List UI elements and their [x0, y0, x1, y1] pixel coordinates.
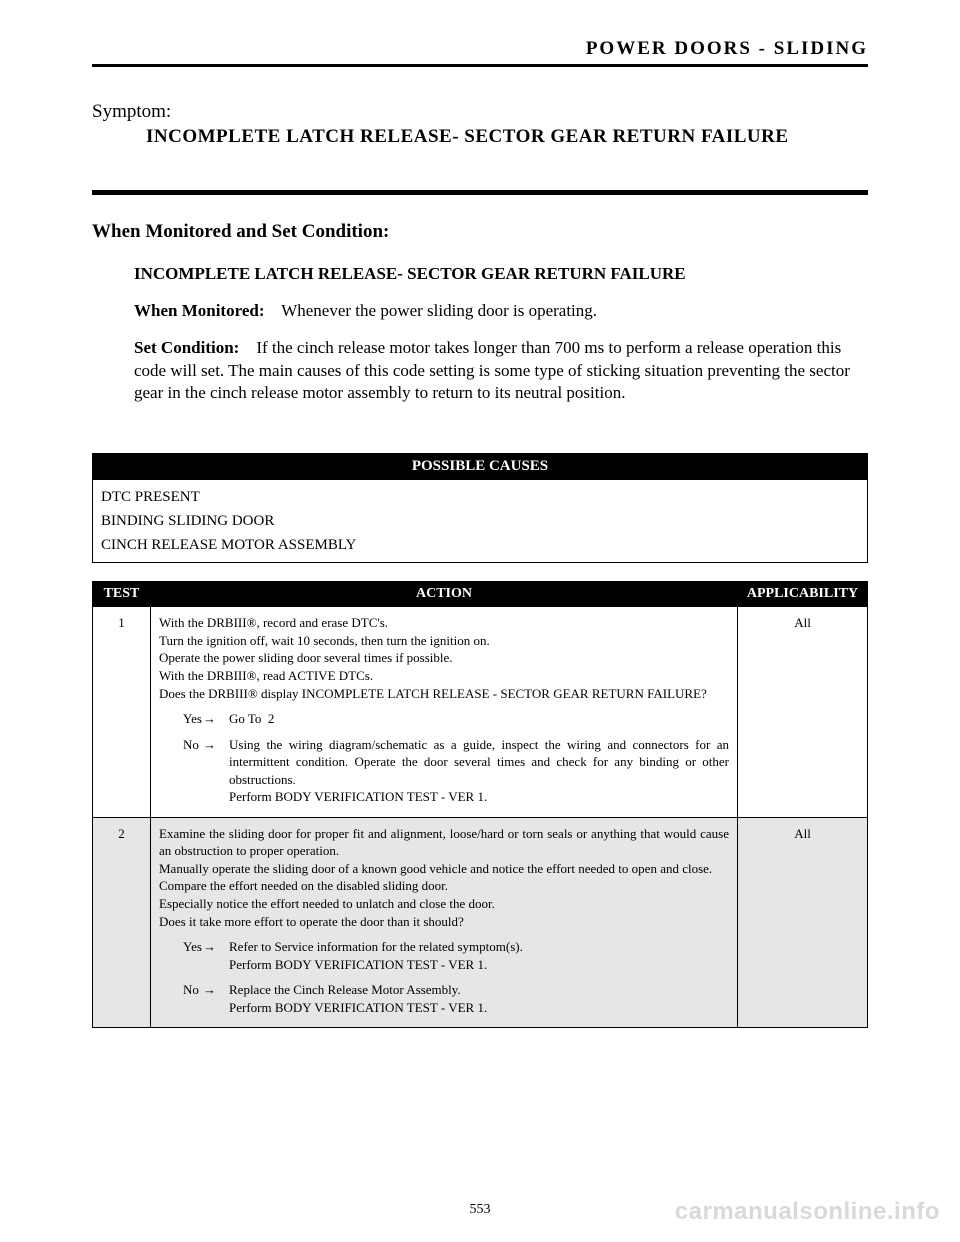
yes-text: Go To 2	[229, 710, 729, 728]
condition-subheading: INCOMPLETE LATCH RELEASE- SECTOR GEAR RE…	[134, 263, 868, 286]
divider-rule	[92, 190, 868, 195]
no-line: Perform BODY VERIFICATION TEST - VER 1.	[229, 1000, 487, 1015]
page: POWER DOORS - SLIDING Symptom: INCOMPLET…	[0, 0, 960, 1242]
symptom-label: Symptom:	[92, 101, 868, 123]
action-line: With the DRBIII®, record and erase DTC's…	[159, 614, 729, 632]
set-condition-label: Set Condition:	[134, 338, 239, 357]
yes-label: Yes	[159, 938, 203, 973]
set-condition-line: Set Condition: If the cinch release moto…	[134, 337, 868, 406]
table-row: 1 With the DRBIII®, record and erase DTC…	[93, 607, 868, 817]
no-line: Perform BODY VERIFICATION TEST - VER 1.	[229, 789, 487, 804]
when-monitored-text: Whenever the power sliding door is opera…	[281, 301, 597, 320]
action-cell: With the DRBIII®, record and erase DTC's…	[151, 607, 738, 817]
table-row: 2 Examine the sliding door for proper fi…	[93, 817, 868, 1027]
arrow-icon: →	[203, 736, 229, 806]
arrow-icon: →	[203, 710, 229, 728]
no-branch: No → Replace the Cinch Release Motor Ass…	[159, 981, 729, 1016]
cause-item: CINCH RELEASE MOTOR ASSEMBLY	[101, 533, 859, 557]
symptom-title: INCOMPLETE LATCH RELEASE- SECTOR GEAR RE…	[92, 125, 868, 150]
action-th-action: ACTION	[151, 582, 738, 607]
no-label: No	[159, 736, 203, 806]
cause-item: DTC PRESENT	[101, 485, 859, 509]
action-line: With the DRBIII®, read ACTIVE DTCs.	[159, 667, 729, 685]
action-line: Examine the sliding door for proper fit …	[159, 825, 729, 860]
action-th-applicability: APPLICABILITY	[738, 582, 868, 607]
action-line: Does the DRBIII® display INCOMPLETE LATC…	[159, 685, 729, 703]
arrow-icon: →	[203, 981, 229, 1016]
yes-label: Yes	[159, 710, 203, 728]
header-rule	[92, 64, 868, 67]
action-line: Manually operate the sliding door of a k…	[159, 860, 729, 878]
action-th-test: TEST	[93, 582, 151, 607]
action-table: TEST ACTION APPLICABILITY 1 With the DRB…	[92, 581, 868, 1028]
no-label: No	[159, 981, 203, 1016]
no-line: Using the wiring diagram/schematic as a …	[229, 737, 729, 787]
cause-item: BINDING SLIDING DOOR	[101, 509, 859, 533]
applicability-cell: All	[738, 607, 868, 817]
action-line: Operate the power sliding door several t…	[159, 649, 729, 667]
no-line: Replace the Cinch Release Motor Assembly…	[229, 982, 461, 997]
test-num: 2	[93, 817, 151, 1027]
watermark: carmanualsonline.info	[675, 1198, 940, 1226]
possible-causes-cell: DTC PRESENT BINDING SLIDING DOOR CINCH R…	[93, 480, 868, 563]
yes-line: Refer to Service information for the rel…	[229, 939, 523, 954]
spacer	[269, 301, 278, 320]
yes-line: Perform BODY VERIFICATION TEST - VER 1.	[229, 957, 487, 972]
yes-branch: Yes → Go To 2	[159, 710, 729, 728]
test-num: 1	[93, 607, 151, 817]
no-text: Replace the Cinch Release Motor Assembly…	[229, 981, 729, 1016]
when-monitored-label: When Monitored:	[134, 301, 265, 320]
when-monitored-line: When Monitored: Whenever the power slidi…	[134, 300, 868, 323]
action-line: Especially notice the effort needed to u…	[159, 895, 729, 913]
yes-branch: Yes → Refer to Service information for t…	[159, 938, 729, 973]
possible-causes-header: POSSIBLE CAUSES	[93, 454, 868, 480]
yes-text: Refer to Service information for the rel…	[229, 938, 729, 973]
no-text: Using the wiring diagram/schematic as a …	[229, 736, 729, 806]
arrow-icon: →	[203, 938, 229, 973]
action-line: Turn the ignition off, wait 10 seconds, …	[159, 632, 729, 650]
no-branch: No → Using the wiring diagram/schematic …	[159, 736, 729, 806]
possible-causes-table: POSSIBLE CAUSES DTC PRESENT BINDING SLID…	[92, 453, 868, 563]
monitored-heading: When Monitored and Set Condition:	[92, 221, 868, 243]
action-cell: Examine the sliding door for proper fit …	[151, 817, 738, 1027]
condition-block: INCOMPLETE LATCH RELEASE- SECTOR GEAR RE…	[92, 263, 868, 406]
spacer	[244, 338, 253, 357]
applicability-cell: All	[738, 817, 868, 1027]
action-line: Compare the effort needed on the disable…	[159, 877, 729, 895]
action-line: Does it take more effort to operate the …	[159, 913, 729, 931]
section-header: POWER DOORS - SLIDING	[92, 38, 868, 60]
set-condition-text: If the cinch release motor takes longer …	[134, 338, 850, 403]
